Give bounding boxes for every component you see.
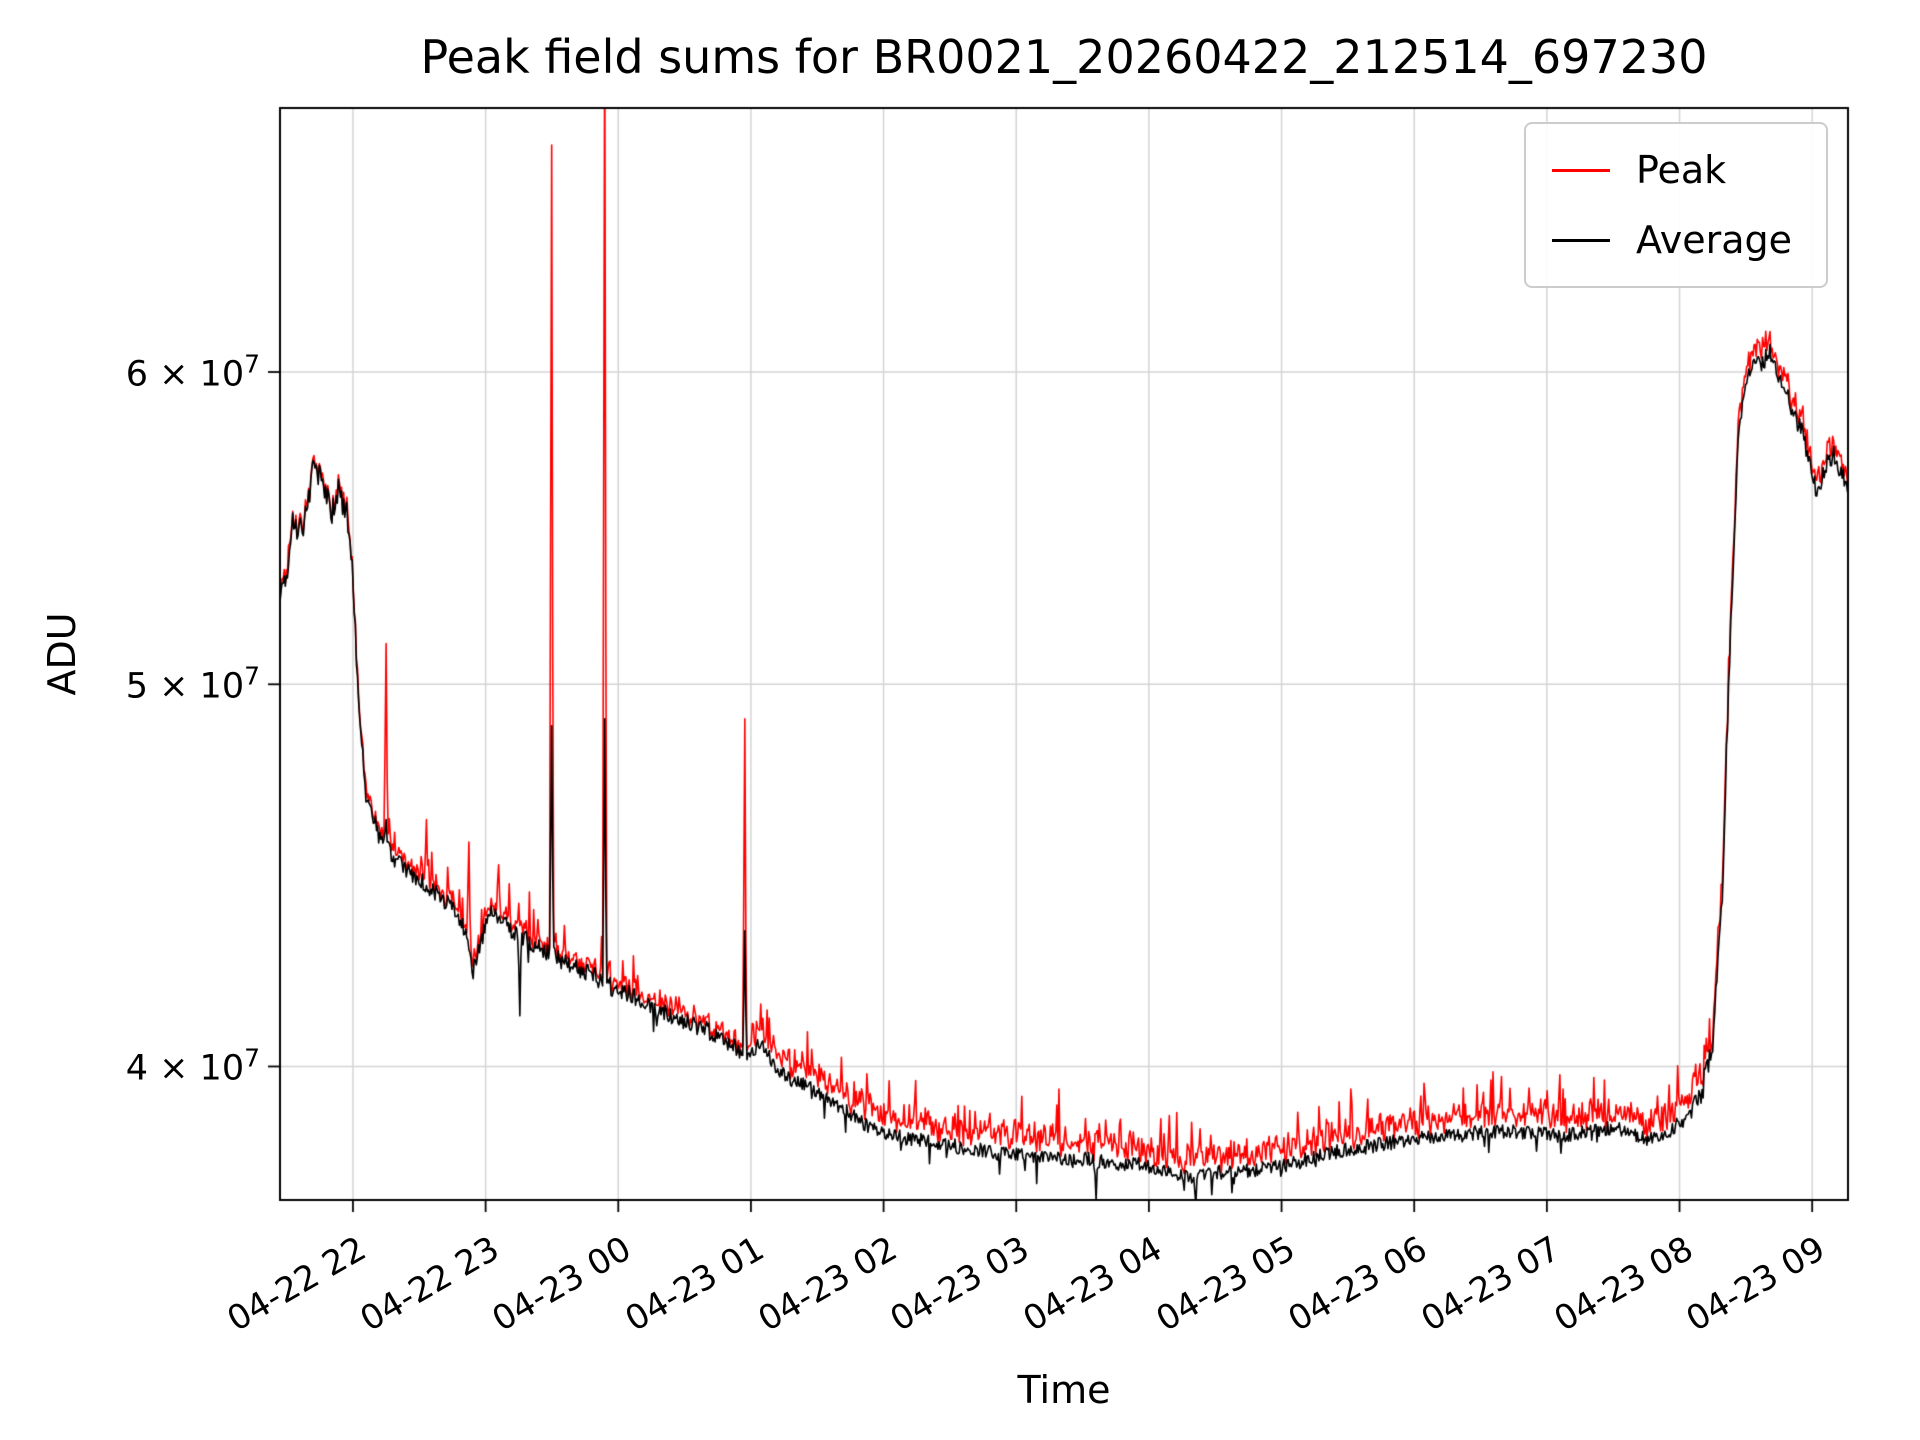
legend-item-peak: Peak xyxy=(1551,148,1792,192)
legend-label-peak: Peak xyxy=(1635,148,1727,192)
x-axis-label: Time xyxy=(1017,1368,1111,1412)
chart-title: Peak field sums for BR0021_20260422_2125… xyxy=(420,30,1708,84)
y-tick-label: 6 × 107 xyxy=(125,349,260,395)
y-axis-label: ADU xyxy=(40,612,84,696)
legend: Peak Average xyxy=(1523,122,1828,288)
y-tick-label: 5 × 107 xyxy=(125,661,260,707)
peak-line-swatch xyxy=(1551,168,1610,172)
legend-label-average: Average xyxy=(1635,218,1792,262)
average-line-swatch xyxy=(1551,238,1610,242)
y-tick-label: 4 × 107 xyxy=(125,1044,260,1089)
legend-item-average: Average xyxy=(1551,218,1792,262)
